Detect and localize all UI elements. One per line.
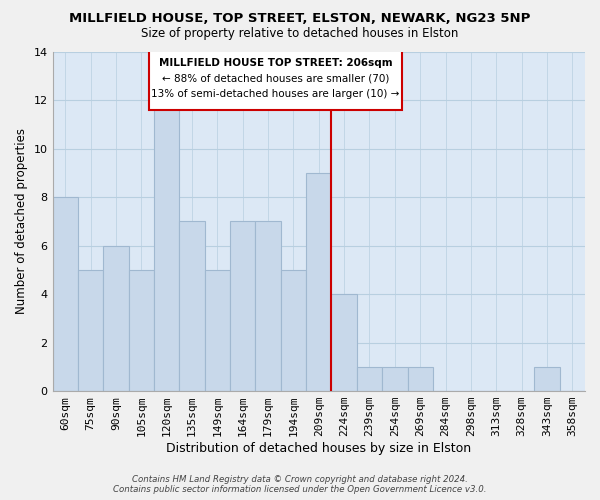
FancyBboxPatch shape	[149, 46, 403, 110]
Text: ← 88% of detached houses are smaller (70): ← 88% of detached houses are smaller (70…	[162, 74, 389, 84]
X-axis label: Distribution of detached houses by size in Elston: Distribution of detached houses by size …	[166, 442, 472, 455]
Bar	[230, 222, 256, 391]
Bar	[78, 270, 103, 391]
Text: MILLFIELD HOUSE TOP STREET: 206sqm: MILLFIELD HOUSE TOP STREET: 206sqm	[159, 58, 392, 68]
Bar	[128, 270, 154, 391]
Y-axis label: Number of detached properties: Number of detached properties	[15, 128, 28, 314]
Bar	[382, 367, 407, 391]
Bar	[407, 367, 433, 391]
Text: Contains HM Land Registry data © Crown copyright and database right 2024.: Contains HM Land Registry data © Crown c…	[132, 475, 468, 484]
Bar	[154, 100, 179, 391]
Bar	[179, 222, 205, 391]
Bar	[331, 294, 357, 391]
Bar	[256, 222, 281, 391]
Bar	[357, 367, 382, 391]
Bar	[53, 197, 78, 391]
Text: Contains public sector information licensed under the Open Government Licence v3: Contains public sector information licen…	[113, 485, 487, 494]
Bar	[534, 367, 560, 391]
Text: 13% of semi-detached houses are larger (10) →: 13% of semi-detached houses are larger (…	[151, 89, 400, 99]
Bar	[103, 246, 128, 391]
Bar	[205, 270, 230, 391]
Text: Size of property relative to detached houses in Elston: Size of property relative to detached ho…	[142, 28, 458, 40]
Bar	[281, 270, 306, 391]
Text: MILLFIELD HOUSE, TOP STREET, ELSTON, NEWARK, NG23 5NP: MILLFIELD HOUSE, TOP STREET, ELSTON, NEW…	[70, 12, 530, 26]
Bar	[306, 173, 331, 391]
